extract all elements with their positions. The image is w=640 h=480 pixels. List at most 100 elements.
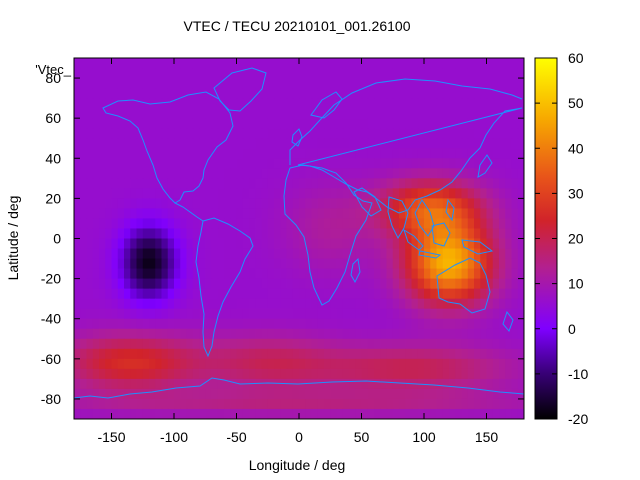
- heatmap-cell: [174, 218, 181, 230]
- heatmap-cell: [380, 118, 388, 129]
- heatmap-cell: [142, 148, 150, 159]
- chart-title: VTEC / TECU 20210101_001.26100: [183, 18, 410, 34]
- heatmap-cell: [117, 398, 125, 410]
- heatmap-cell: [499, 128, 506, 139]
- heatmap-cell: [286, 398, 294, 410]
- heatmap-cell: [186, 338, 194, 350]
- heatmap-cell: [205, 278, 213, 290]
- heatmap-cell: [155, 228, 163, 240]
- heatmap-cell: [405, 68, 413, 79]
- heatmap-cell: [349, 208, 356, 220]
- heatmap-cell: [449, 368, 456, 380]
- heatmap-cell: [211, 408, 219, 419]
- heatmap-cell: [461, 68, 469, 79]
- heatmap-cell: [511, 408, 519, 419]
- heatmap-cell: [236, 288, 244, 300]
- heatmap-cell: [417, 278, 425, 290]
- heatmap-cell: [280, 408, 288, 419]
- heatmap-cell: [330, 198, 338, 210]
- heatmap-cell: [367, 58, 375, 69]
- heatmap-cell: [136, 238, 144, 250]
- heatmap-cell: [80, 78, 88, 89]
- heatmap-cell: [74, 368, 81, 380]
- heatmap-cell: [192, 98, 200, 109]
- heatmap-cell: [361, 228, 369, 240]
- heatmap-cell: [199, 138, 206, 149]
- heatmap-cell: [449, 248, 456, 260]
- heatmap-cell: [317, 248, 325, 260]
- heatmap-cell: [411, 258, 419, 270]
- heatmap-cell: [236, 328, 244, 340]
- heatmap-cell: [405, 238, 413, 250]
- heatmap-cell: [142, 268, 150, 280]
- heatmap-cell: [186, 358, 194, 370]
- heatmap-cell: [111, 178, 119, 189]
- heatmap-cell: [405, 158, 413, 169]
- heatmap-cell: [130, 68, 138, 79]
- heatmap-cell: [511, 248, 519, 260]
- heatmap-cell: [86, 308, 94, 320]
- heatmap-cell: [217, 378, 225, 390]
- heatmap-cell: [305, 298, 313, 310]
- heatmap-cell: [230, 348, 238, 360]
- heatmap-cell: [467, 308, 475, 320]
- heatmap-cell: [386, 238, 394, 250]
- heatmap-cell: [449, 208, 456, 220]
- heatmap-cell: [361, 78, 369, 89]
- heatmap-cell: [449, 308, 456, 320]
- heatmap-cell: [474, 108, 481, 119]
- heatmap-cell: [417, 88, 425, 99]
- heatmap-cell: [411, 68, 419, 79]
- heatmap-cell: [399, 88, 406, 99]
- heatmap-cell: [511, 238, 519, 250]
- heatmap-cell: [486, 338, 494, 350]
- heatmap-cell: [417, 208, 425, 220]
- heatmap-cell: [424, 58, 431, 69]
- heatmap-cell: [161, 248, 169, 260]
- heatmap-cell: [486, 198, 494, 210]
- heatmap-cell: [124, 238, 131, 250]
- heatmap-cell: [430, 128, 438, 139]
- heatmap-cell: [174, 368, 181, 380]
- heatmap-cell: [186, 238, 194, 250]
- heatmap-cell: [417, 158, 425, 169]
- heatmap-cell: [242, 328, 250, 340]
- heatmap-cell: [274, 408, 281, 419]
- heatmap-cell: [180, 308, 188, 320]
- heatmap-cell: [442, 168, 450, 179]
- heatmap-cell: [424, 268, 431, 280]
- heatmap-cell: [192, 178, 200, 189]
- heatmap-cell: [367, 178, 375, 189]
- heatmap-cell: [461, 178, 469, 189]
- heatmap-cell: [342, 298, 350, 310]
- heatmap-cell: [217, 348, 225, 360]
- heatmap-cell: [324, 398, 331, 410]
- heatmap-cell: [474, 338, 481, 350]
- heatmap-cell: [461, 168, 469, 179]
- heatmap-cell: [92, 58, 100, 69]
- heatmap-cell: [442, 148, 450, 159]
- heatmap-cell: [455, 128, 463, 139]
- heatmap-cell: [261, 188, 269, 199]
- heatmap-cell: [142, 128, 150, 139]
- heatmap-cell: [255, 58, 263, 69]
- heatmap-cell: [149, 58, 156, 69]
- heatmap-cell: [105, 158, 113, 169]
- heatmap-cell: [161, 378, 169, 390]
- heatmap-cell: [467, 278, 475, 290]
- heatmap-cell: [267, 58, 275, 69]
- heatmap-cell: [367, 148, 375, 159]
- heatmap-cell: [142, 218, 150, 230]
- heatmap-cell: [205, 388, 213, 400]
- heatmap-cell: [217, 298, 225, 310]
- heatmap-cell: [124, 308, 131, 320]
- heatmap-cell: [80, 388, 88, 400]
- heatmap-cell: [242, 68, 250, 79]
- heatmap-cell: [230, 398, 238, 410]
- heatmap-cell: [186, 138, 194, 149]
- heatmap-cell: [211, 158, 219, 169]
- heatmap-cell: [499, 398, 506, 410]
- heatmap-cell: [174, 228, 181, 240]
- heatmap-cell: [149, 108, 156, 119]
- heatmap-cell: [261, 408, 269, 419]
